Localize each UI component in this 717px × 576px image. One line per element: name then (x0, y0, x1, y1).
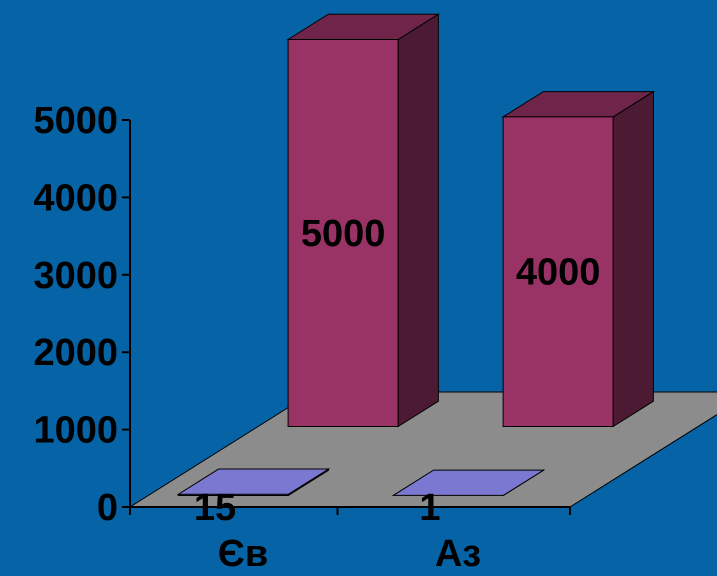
bar-series-0-0 (176, 468, 331, 497)
data-labels: 5000 4000 15 1 (194, 213, 601, 529)
y-tick-label: 5000 (33, 100, 118, 142)
data-label-series-1-0: 5000 (301, 213, 386, 255)
y-tick-label: 0 (97, 487, 118, 529)
y-tick-label: 3000 (33, 255, 118, 297)
y-tick-label: 4000 (33, 177, 118, 219)
bar-series-1-0 (286, 13, 441, 428)
bar-front-face (287, 39, 399, 427)
y-axis-ticks: 0 1000 2000 3000 4000 5000 (33, 100, 571, 529)
data-label-series-0-0: 15 (194, 487, 236, 529)
bar-front-face (177, 493, 289, 496)
bar-series-1-1 (501, 90, 656, 428)
bar-front-face (502, 116, 614, 428)
x-category-label-1: Аз (435, 533, 481, 575)
x-category-label-0: Єв (218, 533, 268, 575)
bars (176, 13, 656, 497)
bar-side-face (397, 13, 439, 428)
bar-series-0-1 (391, 469, 546, 497)
bar-side-face (612, 90, 654, 428)
bar-top-face (391, 469, 546, 496)
data-label-series-0-1: 1 (419, 487, 440, 529)
x-axis-categories: Єв Аз (218, 533, 481, 575)
y-tick-label: 1000 (33, 410, 118, 452)
data-label-series-1-1: 4000 (516, 252, 601, 294)
y-tick-label: 2000 (33, 332, 118, 374)
